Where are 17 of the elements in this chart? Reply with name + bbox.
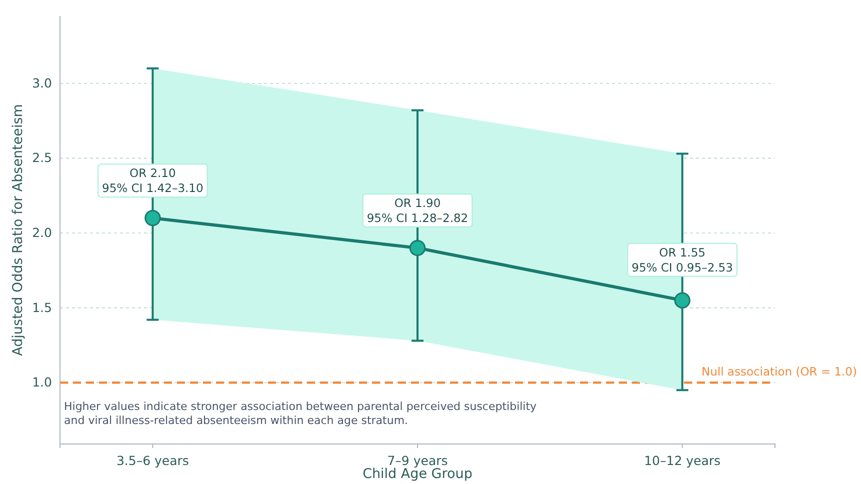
annotation: Higher values indicate stronger association between parental perceived susceptibility and viral illness-related absenteeism within each age stratum. (64, 400, 538, 427)
x-tick-label: 10–12 years (644, 452, 721, 468)
annotation: OR 1.90 95% CI 1.28–2.82 (366, 196, 468, 226)
y-tick-label: 2.5 (32, 150, 52, 166)
point (144, 210, 161, 226)
y-axis-title: Adjusted Odds Ratio for Absenteeism (10, 104, 26, 356)
point (409, 240, 426, 256)
annotation: OR 1.55 95% CI 0.95–2.53 (632, 245, 733, 274)
x-tick-label: 3.5–6 years (116, 452, 189, 468)
y-tick-label: 2.0 (32, 224, 52, 240)
x-tick-label: 7–9 years (387, 452, 448, 468)
annotation: OR 2.10 95% CI 1.42–3.10 (102, 166, 204, 196)
y-tick-label: 1.5 (32, 300, 52, 315)
y-tick-label: 1.0 (32, 374, 52, 390)
y-tick-label: 3.0 (32, 75, 52, 90)
point (674, 292, 690, 308)
ref-line-label: Null association (OR = 1.0) (701, 364, 857, 379)
